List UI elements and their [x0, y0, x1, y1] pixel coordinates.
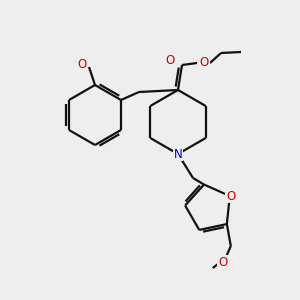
Text: N: N — [174, 148, 182, 160]
Text: O: O — [165, 55, 175, 68]
Text: O: O — [218, 256, 227, 268]
Text: O: O — [200, 56, 208, 70]
Text: O: O — [77, 58, 87, 71]
Text: O: O — [226, 190, 236, 202]
